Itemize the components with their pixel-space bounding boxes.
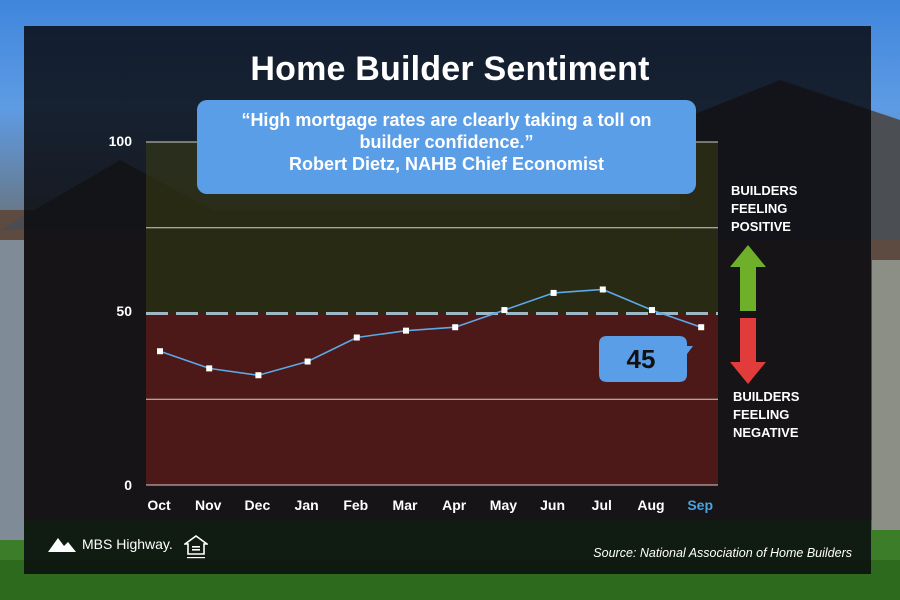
data-point-aug — [649, 307, 655, 314]
positive-label-line-1: BUILDERS — [731, 183, 798, 198]
x-tick-label-sep: Sep — [687, 497, 713, 513]
x-tick-label-jan: Jan — [295, 497, 319, 513]
data-point-jan — [304, 358, 311, 365]
source-note: Source: National Association of Home Bui… — [593, 546, 852, 560]
data-point-apr — [452, 324, 459, 331]
x-tick-label-may: May — [490, 497, 517, 513]
x-tick-label-aug: Aug — [637, 497, 664, 513]
brand-name: MBS Highway. — [82, 536, 173, 552]
brand-logo: MBS Highway. — [48, 536, 173, 552]
up-arrow-icon — [730, 245, 766, 311]
quote-attribution: Robert Dietz, NAHB Chief Economist — [288, 154, 605, 174]
negative-label-line-1: BUILDERS — [733, 389, 800, 404]
data-point-may — [501, 307, 508, 314]
x-tick-label-jul: Jul — [592, 497, 612, 513]
y-tick-label-100: 100 — [108, 133, 132, 149]
x-tick-label-apr: Apr — [442, 497, 467, 513]
series-line — [159, 288, 702, 377]
positive-label-line-2: FEELING — [731, 201, 788, 216]
down-arrow-icon — [730, 318, 766, 384]
mountain-logo-icon — [48, 538, 76, 552]
data-point-dec — [255, 372, 262, 379]
chart-title: Home Builder Sentiment — [250, 50, 650, 88]
data-point-nov — [206, 365, 213, 372]
positive-label: BUILDERS FEELING POSITIVE — [731, 182, 797, 236]
data-point-feb — [353, 334, 360, 341]
x-tick-label-oct: Oct — [147, 497, 171, 513]
data-point-jun — [550, 289, 557, 296]
y-tick-label-0: 0 — [124, 477, 132, 493]
value-callout: 45 — [599, 336, 693, 382]
negative-label-line-2: FEELING — [733, 407, 790, 422]
quote-line-2: builder confidence.” — [359, 132, 534, 152]
negative-label: BUILDERS FEELING NEGATIVE — [733, 388, 799, 442]
x-tick-label-jun: Jun — [540, 497, 565, 513]
x-tick-label-dec: Dec — [245, 497, 271, 513]
callout-value: 45 — [627, 344, 656, 374]
data-point-mar — [403, 327, 409, 334]
data-point-sep — [698, 324, 705, 331]
x-tick-label-mar: Mar — [393, 497, 418, 513]
equal-housing-icon — [184, 535, 208, 559]
positive-label-line-3: POSITIVE — [731, 219, 791, 234]
data-point-jul — [599, 286, 606, 293]
data-point-oct — [157, 348, 163, 355]
quote-box: “High mortgage rates are clearly taking … — [197, 100, 696, 194]
negative-label-line-3: NEGATIVE — [733, 425, 799, 440]
x-tick-label-nov: Nov — [195, 497, 222, 513]
x-tick-label-feb: Feb — [343, 497, 368, 513]
quote-line-1: “High mortgage rates are clearly taking … — [241, 110, 652, 130]
y-tick-label-50: 50 — [116, 303, 132, 319]
